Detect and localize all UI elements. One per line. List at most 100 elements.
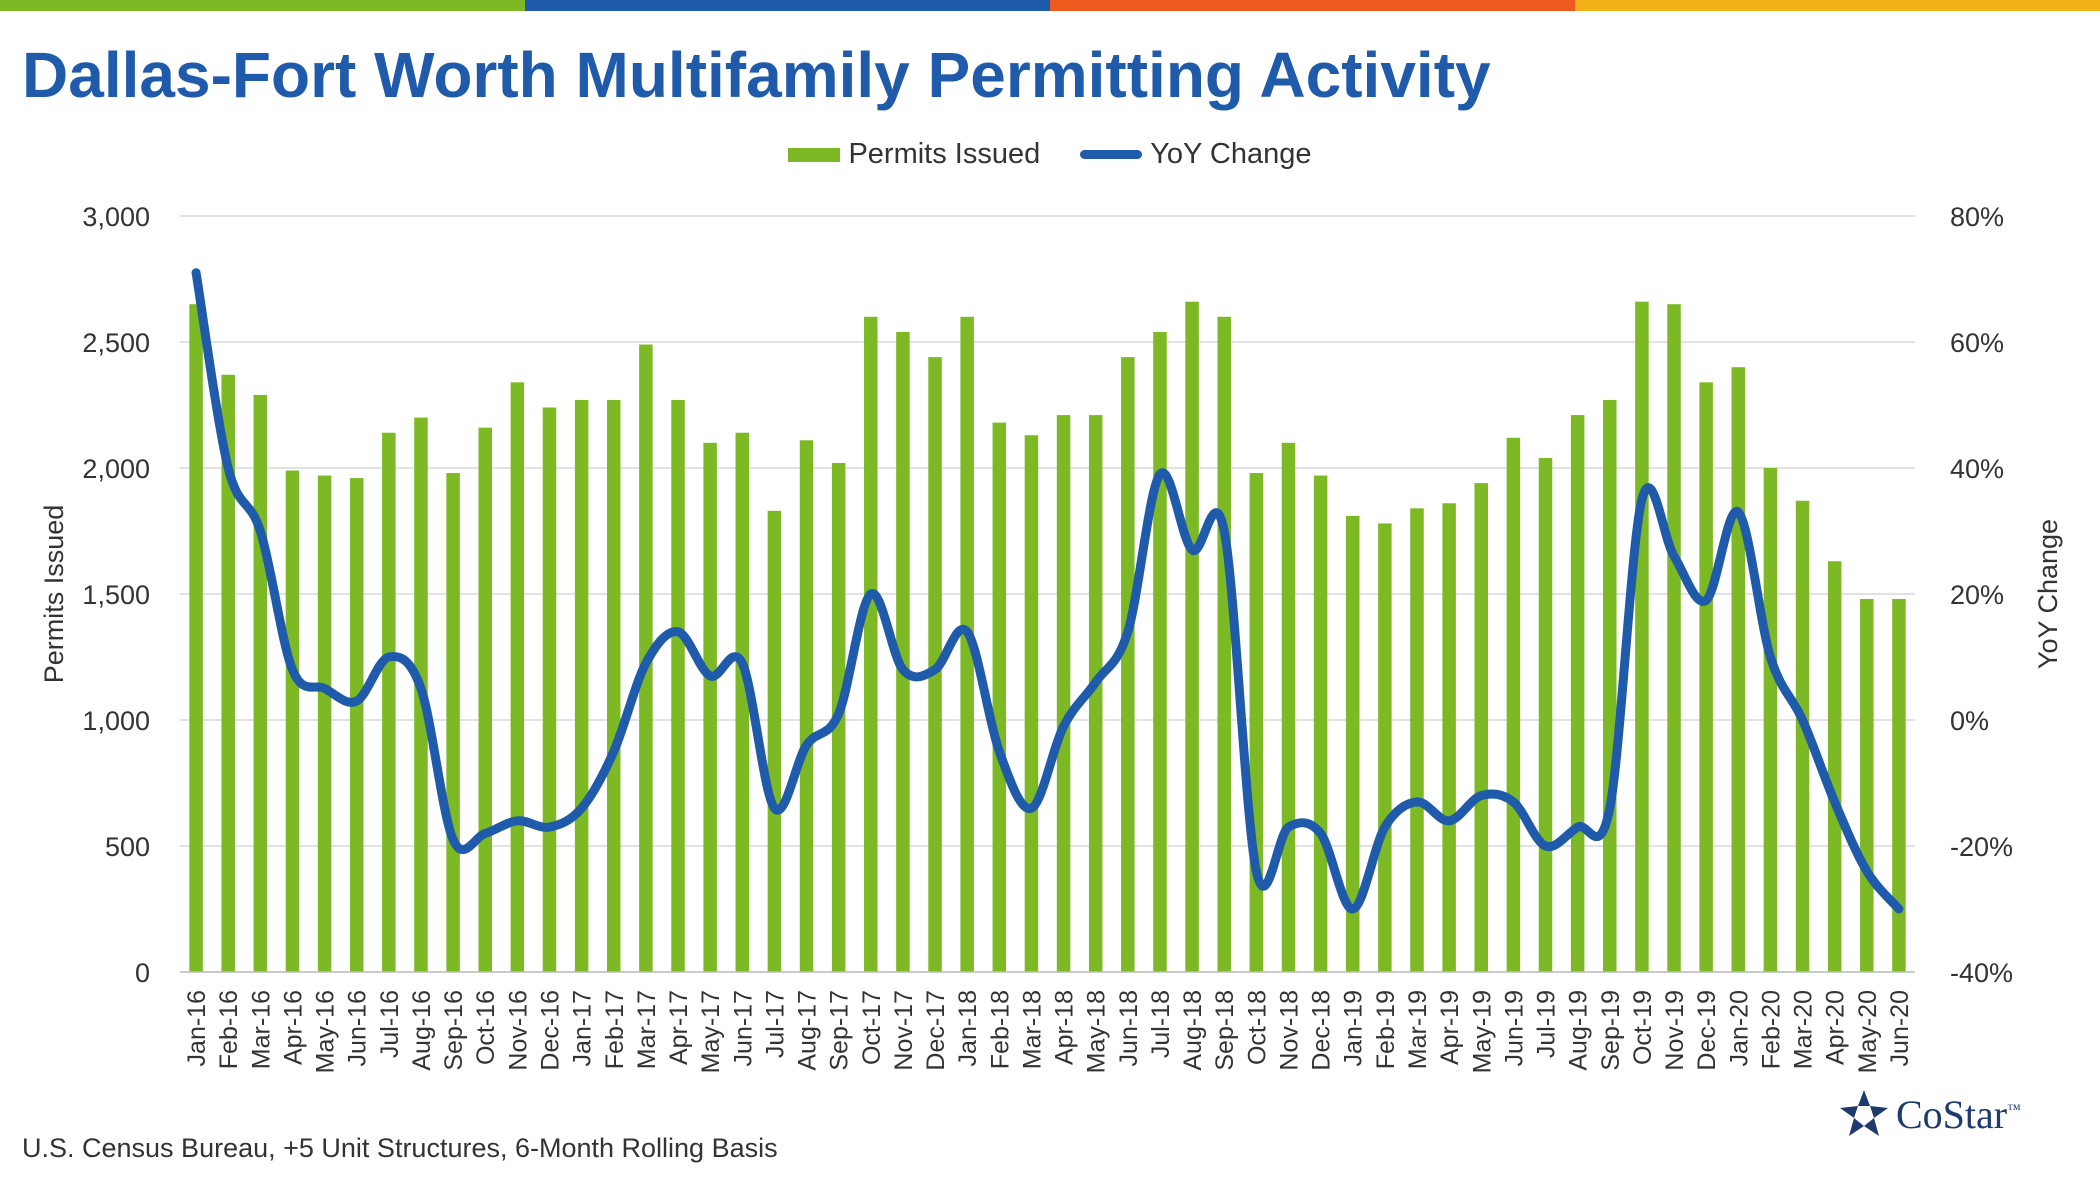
y-tick-label: 3,000 [82, 202, 150, 232]
bar [382, 432, 396, 973]
bar [1699, 382, 1713, 972]
x-tick-label: Apr-16 [279, 990, 307, 1065]
bar [671, 399, 685, 973]
bar [992, 422, 1007, 972]
legend-swatch-line [1080, 150, 1143, 159]
x-tick-label: Jun-20 [1886, 990, 1914, 1066]
bar [253, 394, 268, 972]
x-tick-label: Mar-17 [633, 990, 661, 1069]
x-tick-label: Dec-17 [922, 990, 950, 1071]
x-tick-label: Jun-17 [729, 990, 757, 1066]
yoy-line [191, 268, 1904, 914]
bar [1763, 468, 1778, 972]
color-band-orange [1050, 0, 1575, 11]
bar [1570, 415, 1585, 973]
y2-tick-label: 60% [1950, 328, 2004, 358]
x-tick-label: Mar-20 [1790, 990, 1818, 1069]
x-tick-label: Jul-19 [1533, 990, 1561, 1058]
x-tick-label: Jan-16 [183, 990, 211, 1066]
bar [1827, 561, 1842, 972]
y2-axis-title: YoY Change [2033, 519, 2063, 669]
bar [1088, 415, 1103, 973]
x-tick-label: May-16 [312, 990, 340, 1073]
x-tick-label: Feb-20 [1757, 990, 1785, 1069]
y2-tick-label: 80% [1950, 202, 2004, 232]
bar [607, 399, 621, 973]
x-tick-label: May-20 [1854, 990, 1882, 1073]
x-tick-label: Jul-18 [1147, 990, 1175, 1058]
x-tick-label: Dec-19 [1693, 990, 1721, 1071]
x-tick-label: Aug-17 [794, 990, 822, 1071]
x-tick-label: Mar-19 [1404, 990, 1432, 1069]
bar [703, 442, 717, 972]
bar [1345, 515, 1360, 972]
bar [1860, 599, 1874, 972]
bar [1442, 503, 1456, 972]
color-band-green [0, 0, 525, 11]
y-tick-label: 2,000 [82, 454, 150, 484]
x-tick-label: Jan-17 [569, 990, 597, 1066]
bar [1378, 523, 1392, 972]
x-tick-label: Feb-19 [1372, 990, 1400, 1069]
bar [221, 374, 235, 972]
x-tick-label: Nov-16 [504, 990, 532, 1071]
x-tick-label: Dec-16 [536, 990, 564, 1071]
y-tick-label: 500 [105, 832, 150, 862]
bar [1635, 301, 1649, 972]
x-tick-label: Apr-17 [665, 990, 693, 1065]
x-tick-label: Jun-16 [344, 990, 372, 1066]
x-tick-label: Feb-17 [601, 990, 629, 1069]
bar [446, 473, 460, 972]
bar [960, 316, 974, 972]
x-tick-label: Jun-19 [1500, 990, 1528, 1066]
bar [1474, 483, 1488, 972]
costar-star-icon [1840, 1090, 1888, 1136]
costar-logo: CoStar™ [1838, 1088, 2021, 1140]
y2-tick-label: 0% [1950, 706, 1989, 736]
bar [285, 470, 300, 972]
y2-tick-label: -40% [1950, 958, 2013, 988]
x-tick-label: Oct-17 [858, 990, 886, 1065]
bar [1313, 475, 1328, 972]
y-tick-label: 1,000 [82, 706, 150, 736]
bar [1281, 442, 1296, 972]
x-tick-label: Aug-19 [1565, 990, 1593, 1071]
x-tick-label: Sep-18 [1211, 990, 1239, 1071]
legend-swatch-bar [788, 147, 841, 162]
x-tick-label: May-17 [697, 990, 725, 1073]
header-color-band [0, 0, 2100, 11]
legend-item-permits: Permits Issued [788, 138, 1040, 171]
y2-tick-label: 20% [1950, 580, 2004, 610]
x-tick-label: Oct-18 [1243, 990, 1271, 1065]
bar [1731, 367, 1746, 972]
x-tick-label: Sep-19 [1597, 990, 1625, 1071]
legend-item-yoy: YoY Change [1080, 138, 1312, 171]
x-tick-label: Feb-18 [986, 990, 1014, 1069]
x-tick-label: Sep-17 [826, 990, 854, 1071]
x-tick-label: Jan-18 [954, 990, 982, 1066]
x-tick-label: May-19 [1468, 990, 1496, 1073]
x-tick-label: Apr-20 [1822, 990, 1850, 1065]
chart-legend: Permits Issued YoY Change [0, 138, 2100, 171]
x-tick-label: Mar-16 [247, 990, 275, 1069]
x-tick-label: Jun-18 [1115, 990, 1143, 1066]
x-tick-label: Jan-20 [1725, 990, 1753, 1066]
bar [896, 331, 910, 972]
bar [317, 475, 332, 972]
chart-title: Dallas-Fort Worth Multifamily Permitting… [22, 39, 1491, 111]
color-band-yellow [1575, 0, 2100, 11]
x-tick-label: Feb-16 [215, 990, 243, 1069]
x-tick-label: Nov-19 [1661, 990, 1689, 1071]
bar [1538, 457, 1553, 972]
bar [510, 382, 525, 972]
legend-label-permits: Permits Issued [848, 138, 1041, 170]
y-axis-title: Permits Issued [39, 505, 69, 684]
x-tick-label: Dec-18 [1308, 990, 1336, 1071]
x-tick-label: Sep-16 [440, 990, 468, 1071]
x-tick-label: Jul-17 [761, 990, 789, 1058]
y2-tick-label: 40% [1950, 454, 2004, 484]
color-band-blue [525, 0, 1050, 11]
y-tick-label: 1,500 [82, 580, 150, 610]
source-note: U.S. Census Bureau, +5 Unit Structures, … [22, 1133, 778, 1163]
